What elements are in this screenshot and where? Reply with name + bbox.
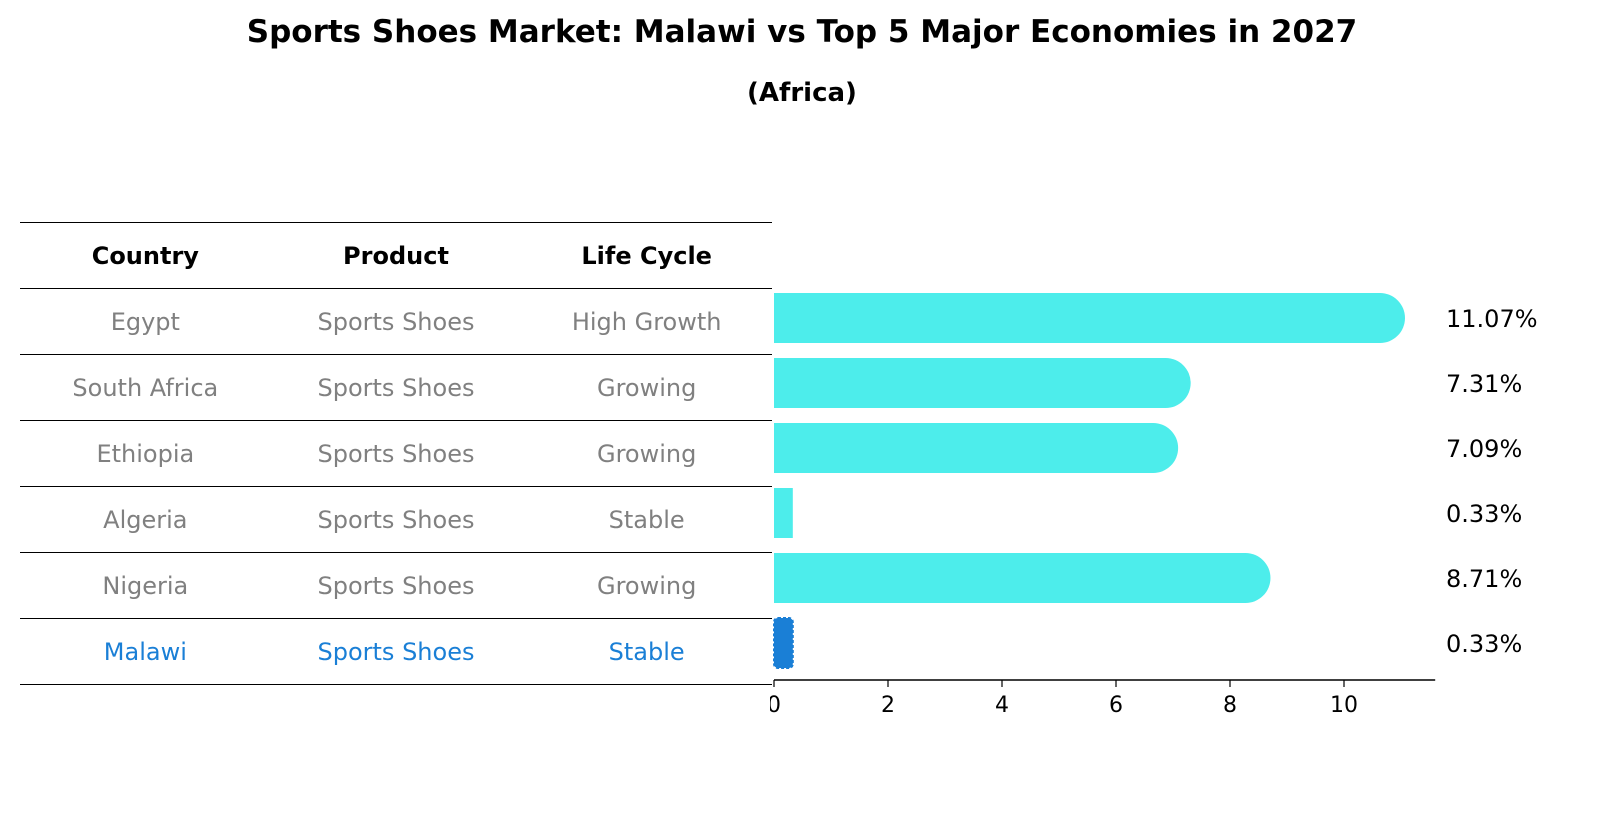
- value-label-nigeria: 8.71%: [1446, 565, 1522, 593]
- bar-malawi: [773, 617, 794, 669]
- table-row: Algeria Sports Shoes Stable: [20, 486, 772, 553]
- cell-country: Egypt: [20, 288, 271, 355]
- bar-algeria: [774, 488, 793, 538]
- bar-ethiopia: [774, 423, 1179, 473]
- x-tick-label: 4: [995, 693, 1009, 718]
- bar-egypt: [774, 293, 1405, 343]
- cell-country: South Africa: [20, 354, 271, 421]
- cell-country: Nigeria: [20, 552, 271, 619]
- x-tick-label: 10: [1330, 693, 1358, 718]
- cell-product: Sports Shoes: [270, 486, 522, 553]
- cell-life-cycle: Growing: [521, 420, 772, 487]
- table-header-row: Country Product Life Cycle: [20, 222, 772, 289]
- bar-nigeria: [774, 553, 1271, 603]
- cell-life-cycle: Stable: [521, 618, 772, 685]
- x-tick-label: 0: [770, 693, 781, 718]
- table-row: Ethiopia Sports Shoes Growing: [20, 420, 772, 487]
- x-tick-label: 8: [1223, 693, 1237, 718]
- value-label-algeria: 0.33%: [1446, 500, 1522, 528]
- x-tick-label: 2: [881, 693, 895, 718]
- table-row: South Africa Sports Shoes Growing: [20, 354, 772, 421]
- value-label-egypt: 11.07%: [1446, 305, 1538, 333]
- cell-country: Malawi: [20, 618, 271, 685]
- cell-product: Sports Shoes: [270, 420, 522, 487]
- cell-life-cycle: Stable: [521, 486, 772, 553]
- value-label-ethiopia: 7.09%: [1446, 435, 1522, 463]
- x-tick-label: 6: [1109, 693, 1123, 718]
- bar-chart: 11.07% 7.31% 7.09% 0.33% 8.71% 0.33% 0 2 4 6 8 10: [770, 293, 1538, 718]
- market-table: Country Product Life Cycle Egypt Sports …: [20, 222, 772, 685]
- cell-product: Sports Shoes: [270, 288, 522, 355]
- header-life-cycle: Life Cycle: [521, 222, 772, 289]
- cell-life-cycle: Growing: [521, 354, 772, 421]
- chart-subtitle: (Africa): [747, 78, 857, 108]
- header-product: Product: [270, 222, 522, 289]
- table-row: Egypt Sports Shoes High Growth: [20, 288, 772, 355]
- bar-south-africa: [774, 358, 1191, 408]
- cell-country: Algeria: [20, 486, 271, 553]
- cell-country: Ethiopia: [20, 420, 271, 487]
- chart-title: Sports Shoes Market: Malawi vs Top 5 Maj…: [246, 14, 1358, 50]
- cell-life-cycle: High Growth: [521, 288, 772, 355]
- cell-product: Sports Shoes: [270, 552, 522, 619]
- header-country: Country: [20, 222, 271, 289]
- table-row-highlight: Malawi Sports Shoes Stable: [20, 618, 772, 685]
- table-row: Nigeria Sports Shoes Growing: [20, 552, 772, 619]
- cell-life-cycle: Growing: [521, 552, 772, 619]
- value-label-malawi: 0.33%: [1446, 630, 1522, 658]
- cell-product: Sports Shoes: [270, 354, 522, 421]
- value-label-south-africa: 7.31%: [1446, 370, 1522, 398]
- cell-product: Sports Shoes: [270, 618, 522, 685]
